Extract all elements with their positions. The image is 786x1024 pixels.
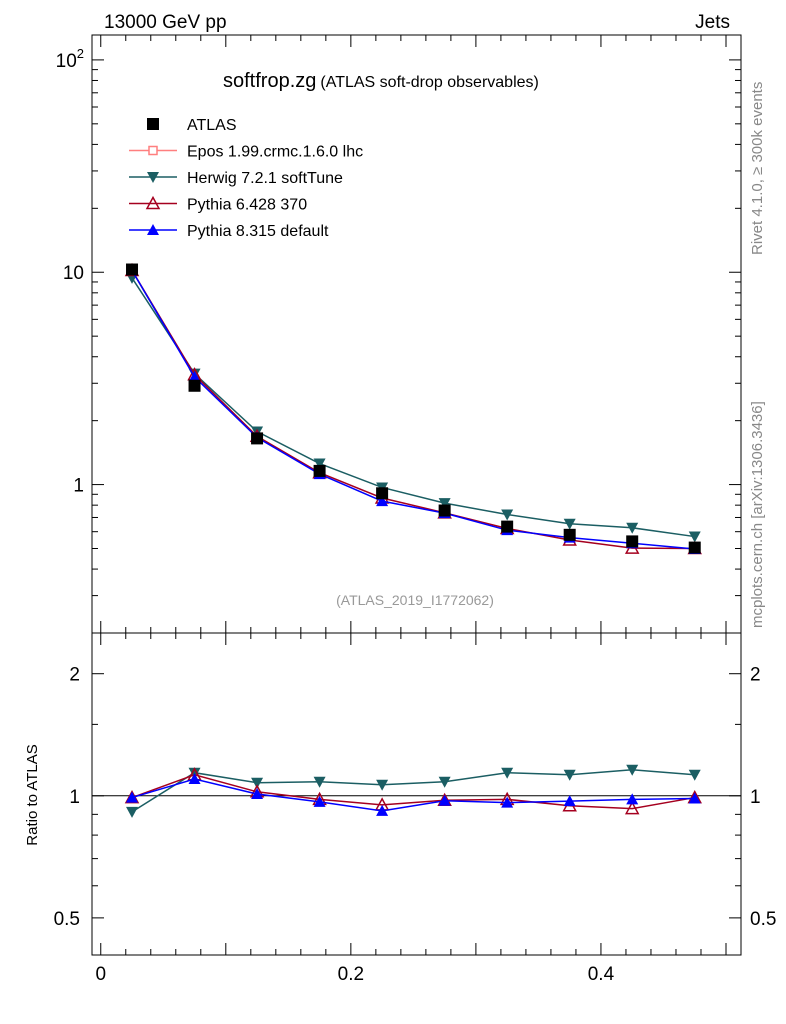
ratio-tick-label: 0.5 <box>54 909 80 930</box>
ratio-point-pythia6428 <box>624 801 640 815</box>
legend-label: ATLAS <box>187 117 237 134</box>
ratio-line-pythia8315 <box>131 778 695 812</box>
legend-marker <box>148 145 158 156</box>
ratio-tick-label-right: 0.5 <box>750 909 776 930</box>
ratio-point-pythia8315 <box>313 795 326 807</box>
mcplots-label: mcplots.cern.ch [arXiv:1306.3436] <box>749 401 766 628</box>
title-main: softfrop.zg <box>223 70 316 92</box>
point-pythia8315 <box>376 495 389 507</box>
point-herwig721 <box>313 458 326 470</box>
analysis-label: (ATLAS_2019_I1772062) <box>336 592 494 608</box>
y-tick-label: 10 <box>63 263 84 284</box>
ratio-frame <box>91 632 742 956</box>
legend-label: Pythia 6.428 370 <box>187 197 307 214</box>
legend-label: Pythia 8.315 default <box>187 223 329 240</box>
y-tick-label: 102 <box>56 46 84 72</box>
legend-marker <box>147 172 159 183</box>
data-point-atlas <box>251 432 264 445</box>
ratio-point-pythia8315 <box>501 796 514 808</box>
ratio-point-herwig721 <box>563 769 576 781</box>
ratio-point-herwig721 <box>376 779 389 791</box>
legend-label: Epos 1.99.crmc.1.6.0 lhc <box>187 144 363 161</box>
ratio-point-pythia8315 <box>126 791 139 803</box>
point-herwig721 <box>626 522 639 534</box>
ratio-point-herwig721 <box>688 769 701 781</box>
point-pythia8315 <box>188 370 201 382</box>
exponent: 2 <box>77 46 84 61</box>
point-herwig721 <box>563 518 576 530</box>
y-tick-label: 1 <box>73 476 84 497</box>
data-point-atlas <box>313 464 326 477</box>
ratio-point-pythia8315 <box>251 788 264 800</box>
ratio-point-herwig721 <box>251 777 264 789</box>
title-sub: (ATLAS soft-drop observables) <box>320 74 538 91</box>
ratio-tick-label-right: 2 <box>750 665 761 686</box>
legend: ATLAS Epos 1.99.crmc.1.6.0 lhc Herwig 7.2.… <box>129 117 363 240</box>
legend-marker-atlas <box>147 118 159 130</box>
ratio-tick-label: 2 <box>69 665 80 686</box>
ratio-point-herwig721 <box>438 776 451 788</box>
data-point-atlas <box>376 487 389 500</box>
data-point-atlas <box>501 520 514 533</box>
ratio-line-herwig721 <box>131 769 695 813</box>
rivet-label: Rivet 4.1.0, ≥ 300k events <box>749 82 766 255</box>
ratio-point-herwig721 <box>501 767 514 779</box>
point-herwig721 <box>438 498 451 510</box>
ratio-tick-label-right: 1 <box>750 787 761 808</box>
point-herwig721 <box>688 531 701 543</box>
x-tick-label: 0.4 <box>588 964 615 985</box>
header-left: 13000 GeV pp <box>104 12 227 33</box>
data-point-atlas <box>188 379 201 392</box>
ratio-ylabel: Ratio to ATLAS <box>24 744 41 845</box>
point-herwig721 <box>501 509 514 521</box>
ratio-point-herwig721 <box>126 806 139 818</box>
chart-title: softfrop.zg (ATLAS soft-drop observables) <box>223 70 539 92</box>
ratio-point-herwig721 <box>626 764 639 776</box>
header-right: Jets <box>695 12 730 33</box>
x-tick-label: 0 <box>95 964 106 985</box>
data-point-atlas <box>563 528 576 541</box>
data-point-atlas <box>126 263 139 276</box>
data-point-atlas <box>438 504 451 517</box>
ratio-point-pythia8315 <box>376 804 389 816</box>
data-point-atlas <box>688 541 701 554</box>
ratio-point-herwig721 <box>313 776 326 788</box>
ratio-point-pythia8315 <box>188 773 201 785</box>
legend-label: Herwig 7.2.1 softTune <box>187 170 343 187</box>
ratio-line-pythia6428 <box>131 773 695 810</box>
legend-marker <box>147 224 159 235</box>
x-tick-label: 0.2 <box>338 964 364 985</box>
ratio-point-pythia8315 <box>688 792 701 804</box>
series-line-pythia6428 <box>131 270 695 550</box>
legend-marker <box>145 195 161 210</box>
data-point-atlas <box>626 535 639 548</box>
series-line-herwig721 <box>131 277 695 538</box>
ratio-point-pythia8315 <box>626 793 639 805</box>
series-line-pythia8315 <box>131 270 695 550</box>
ratio-tick-label: 1 <box>69 787 80 808</box>
ratio-point-pythia8315 <box>563 795 576 807</box>
ratio-point-pythia8315 <box>438 794 451 806</box>
